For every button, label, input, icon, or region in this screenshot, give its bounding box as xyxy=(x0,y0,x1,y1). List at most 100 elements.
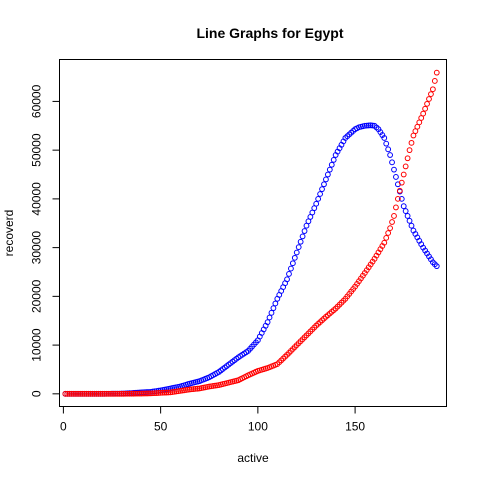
data-point xyxy=(190,386,197,392)
data-point xyxy=(424,100,430,107)
data-point xyxy=(270,305,277,312)
data-point xyxy=(103,390,110,397)
data-point xyxy=(87,390,94,397)
data-point xyxy=(326,166,333,173)
data-point xyxy=(422,105,429,112)
data-point xyxy=(155,390,162,396)
data-point xyxy=(404,213,411,219)
data-point xyxy=(406,147,413,154)
data-point xyxy=(149,390,156,397)
data-point xyxy=(385,230,392,236)
data-point xyxy=(95,390,102,397)
data-point xyxy=(396,187,403,194)
data-point xyxy=(363,122,370,129)
data-point xyxy=(140,390,147,397)
data-point xyxy=(118,390,125,397)
data-point xyxy=(138,390,145,397)
series-points xyxy=(62,69,440,397)
data-point xyxy=(408,222,415,229)
data-point xyxy=(293,249,300,256)
data-point xyxy=(165,389,172,396)
data-point xyxy=(122,390,129,397)
data-point xyxy=(77,390,84,397)
data-point xyxy=(402,208,409,214)
data-point xyxy=(153,390,160,396)
data-point xyxy=(146,390,152,397)
data-point xyxy=(161,389,168,396)
data-point xyxy=(109,390,115,397)
data-point xyxy=(144,390,150,397)
data-point xyxy=(389,219,395,225)
data-point xyxy=(291,254,298,261)
data-point xyxy=(112,390,119,397)
data-point xyxy=(394,195,401,202)
y-tick-label: 10000 xyxy=(30,328,44,362)
data-point xyxy=(400,171,407,178)
data-point xyxy=(74,390,80,397)
data-point xyxy=(93,390,100,397)
data-point xyxy=(387,152,394,158)
data-point xyxy=(72,390,78,397)
data-point xyxy=(381,135,388,141)
x-tick-label: 150 xyxy=(345,420,365,434)
data-point xyxy=(120,390,127,397)
data-point xyxy=(192,385,199,392)
data-point xyxy=(426,96,432,102)
x-axis-label: active xyxy=(237,451,269,465)
data-point xyxy=(328,161,335,168)
data-point xyxy=(365,122,372,129)
data-point xyxy=(398,179,405,186)
data-point xyxy=(433,263,440,270)
data-point xyxy=(114,390,121,397)
data-point xyxy=(148,390,154,397)
data-point xyxy=(130,390,137,397)
data-point xyxy=(429,86,436,93)
data-point xyxy=(431,78,438,84)
data-point xyxy=(107,390,113,397)
data-point xyxy=(151,390,158,397)
data-point xyxy=(428,91,434,98)
data-point xyxy=(330,156,337,163)
y-tick-label: 50000 xyxy=(30,133,44,167)
data-point xyxy=(64,390,71,397)
y-axis-label: recoverd xyxy=(2,210,16,257)
data-point xyxy=(295,244,302,251)
data-point xyxy=(297,238,304,245)
data-point xyxy=(116,390,123,397)
data-point xyxy=(389,159,395,166)
data-point xyxy=(385,146,392,153)
data-point xyxy=(268,309,275,316)
data-point xyxy=(367,122,374,129)
y-tick-label: 20000 xyxy=(30,279,44,313)
x-tick-label: 100 xyxy=(248,420,268,434)
data-point xyxy=(408,139,415,146)
data-point xyxy=(284,276,290,283)
data-point xyxy=(383,140,390,147)
data-point xyxy=(76,390,82,397)
data-point xyxy=(381,239,388,246)
x-axis: 0 50 100 150 xyxy=(60,406,365,434)
data-point xyxy=(66,390,73,397)
data-point xyxy=(393,174,399,180)
data-point xyxy=(266,314,273,321)
data-point xyxy=(89,390,96,397)
data-point xyxy=(391,166,397,173)
data-point xyxy=(132,390,139,397)
data-point xyxy=(288,265,294,272)
data-point xyxy=(317,191,323,197)
x-tick-label: 0 xyxy=(60,420,67,434)
data-point xyxy=(83,390,90,397)
data-point xyxy=(79,390,86,397)
y-tick-label: 0 xyxy=(30,390,44,397)
data-point xyxy=(289,260,296,267)
data-point xyxy=(387,225,394,232)
series-1 xyxy=(62,69,440,397)
y-tick-label: 30000 xyxy=(30,231,44,265)
data-point xyxy=(128,390,135,397)
data-point xyxy=(313,200,320,207)
plot-frame xyxy=(59,59,447,407)
data-point xyxy=(194,385,201,392)
y-tick-label: 60000 xyxy=(30,84,44,118)
data-point xyxy=(406,217,413,224)
data-point xyxy=(315,195,322,202)
